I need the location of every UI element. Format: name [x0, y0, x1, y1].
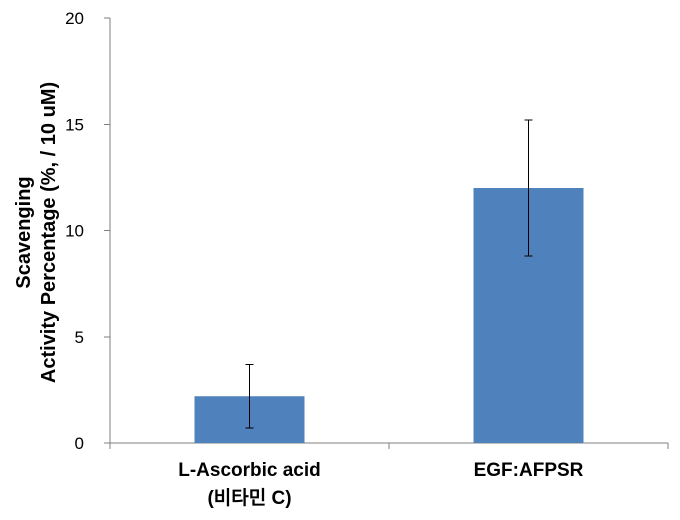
x-category-label-0-0: L-Ascorbic acid [178, 460, 321, 481]
x-category-label-0-1: (비타민 C) [207, 487, 291, 509]
y-axis-title: Scavenging Activity Percentage (%, / 10 u… [13, 82, 60, 383]
plot-area: 0 5 10 15 20 L-Ascorbic acid (비타민 C) EGF:AFPSR [65, 9, 669, 509]
y-tick-label-2: 10 [65, 222, 84, 241]
y-tick-label-4: 20 [65, 9, 84, 28]
x-category-label-1-0: EGF:AFPSR [474, 460, 584, 481]
y-tick-label-0: 0 [75, 434, 84, 453]
y-tick-label-1: 5 [75, 328, 84, 347]
y-tick-label-3: 15 [65, 115, 84, 134]
y-axis-title-line-0: Scavenging [13, 176, 35, 288]
y-axis-title-line-1: Activity Percentage (%, / 10 uM) [38, 82, 60, 383]
